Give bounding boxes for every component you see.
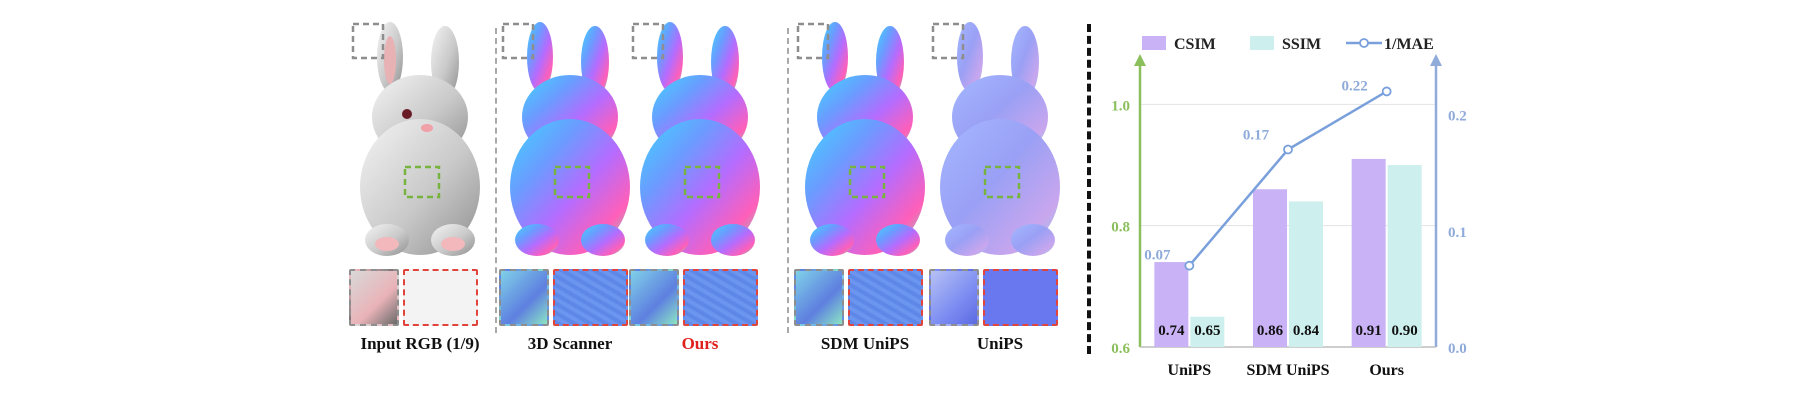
bunny-silhouette <box>510 22 630 256</box>
zoom-crop-ear <box>349 269 399 326</box>
ssim-bar <box>1289 201 1323 347</box>
legend-item: 1/MAE <box>1346 36 1434 53</box>
legend-swatch <box>1142 36 1166 50</box>
panel-3: Ours <box>625 22 775 353</box>
mae-value-label: 0.22 <box>1342 78 1368 94</box>
zoom-crop-ear <box>499 269 549 326</box>
legend-label: SSIM <box>1282 36 1321 53</box>
panel-caption: 3D Scanner <box>527 334 613 353</box>
left-tick-label: 0.6 <box>1111 341 1130 357</box>
panel-4: SDM UniPS <box>790 22 940 353</box>
mae-point <box>1381 86 1392 97</box>
zoom-box-ear <box>931 22 965 60</box>
bunny-image <box>351 22 480 256</box>
mae-value-label: 0.07 <box>1144 248 1171 264</box>
ssim-bar <box>1190 316 1225 347</box>
csim-value-label: 0.74 <box>1158 323 1185 339</box>
zoom-box-chest <box>983 165 1021 199</box>
bunny-image <box>631 22 760 256</box>
left-tick-label: 1.0 <box>1111 98 1130 114</box>
ssim-value-label: 0.90 <box>1392 323 1418 339</box>
separator-2 <box>787 28 789 333</box>
mae-point <box>1283 144 1293 155</box>
panel-caption: Ours <box>681 334 719 353</box>
panel-5: UniPS <box>925 22 1075 353</box>
panel-1: Input RGB (1/9) <box>345 22 495 353</box>
x-tick-label: UniPS <box>1168 362 1212 379</box>
right-tick-label: 0.1 <box>1448 225 1467 241</box>
csim-bar <box>1351 158 1386 347</box>
csim-bar <box>1154 262 1189 347</box>
zoom-crop-ear <box>794 269 844 326</box>
legend-label: 1/MAE <box>1384 36 1434 53</box>
zoom-box-chest <box>403 165 441 199</box>
zoom-box-ear <box>351 22 385 60</box>
zoom-crop-chest <box>683 269 758 326</box>
bunny-silhouette <box>360 22 480 256</box>
zoom-crop-ear <box>629 269 679 326</box>
legend-item: CSIM <box>1142 36 1216 53</box>
zoom-box-chest <box>683 165 721 199</box>
ssim-value-label: 0.65 <box>1194 323 1220 339</box>
panel-2: 3D Scanner <box>495 22 645 353</box>
bunny-silhouette <box>940 22 1060 256</box>
right-axis-arrow <box>1430 54 1442 66</box>
zoom-crop-chest <box>403 269 478 326</box>
zoom-box-ear <box>796 22 830 60</box>
zoom-crop-ear <box>929 269 979 326</box>
x-tick-label: SDM UniPS <box>1246 362 1329 379</box>
csim-value-label: 0.91 <box>1356 323 1382 339</box>
chart-divider <box>1087 24 1091 354</box>
left-tick-label: 0.8 <box>1111 220 1130 236</box>
chart-legend: CSIM SSIM 1/MAE <box>1142 36 1434 53</box>
ssim-bar <box>1387 165 1422 347</box>
right-tick-label: 0.2 <box>1448 109 1467 125</box>
bunny-silhouette <box>640 22 760 256</box>
left-axis-arrow <box>1134 54 1146 66</box>
zoom-crop-chest <box>553 269 628 326</box>
ssim-value-label: 0.84 <box>1293 323 1320 339</box>
bunny-silhouette <box>805 22 925 256</box>
zoom-crop-chest <box>983 269 1058 326</box>
mae-value-label: 0.17 <box>1243 128 1270 144</box>
zoom-box-ear <box>501 22 535 60</box>
x-tick-label: Ours <box>1369 362 1404 379</box>
panel-caption: Input RGB (1/9) <box>360 334 480 353</box>
legend-item: SSIM <box>1250 36 1321 53</box>
csim-bar <box>1253 189 1287 347</box>
panel-caption: SDM UniPS <box>820 334 910 353</box>
zoom-box-chest <box>848 165 886 199</box>
bunny-image <box>501 22 630 256</box>
mae-point <box>1184 260 1195 271</box>
separator-1 <box>495 28 497 333</box>
bunny-image <box>931 22 1060 256</box>
zoom-crop-chest <box>848 269 923 326</box>
right-tick-label: 0.0 <box>1448 341 1467 357</box>
legend-swatch <box>1250 36 1274 50</box>
csim-value-label: 0.86 <box>1257 323 1284 339</box>
zoom-box-chest <box>553 165 591 199</box>
legend-label: CSIM <box>1174 36 1216 53</box>
legend-marker <box>1359 38 1369 48</box>
bunny-image <box>796 22 925 256</box>
metrics-chart: 0.6 0.8 1.0 0.0 0.1 0.2 0.74 0.65 UniPS 0.86 0.84 S… <box>1111 36 1467 379</box>
zoom-box-ear <box>631 22 665 60</box>
panel-caption: UniPS <box>976 334 1024 353</box>
